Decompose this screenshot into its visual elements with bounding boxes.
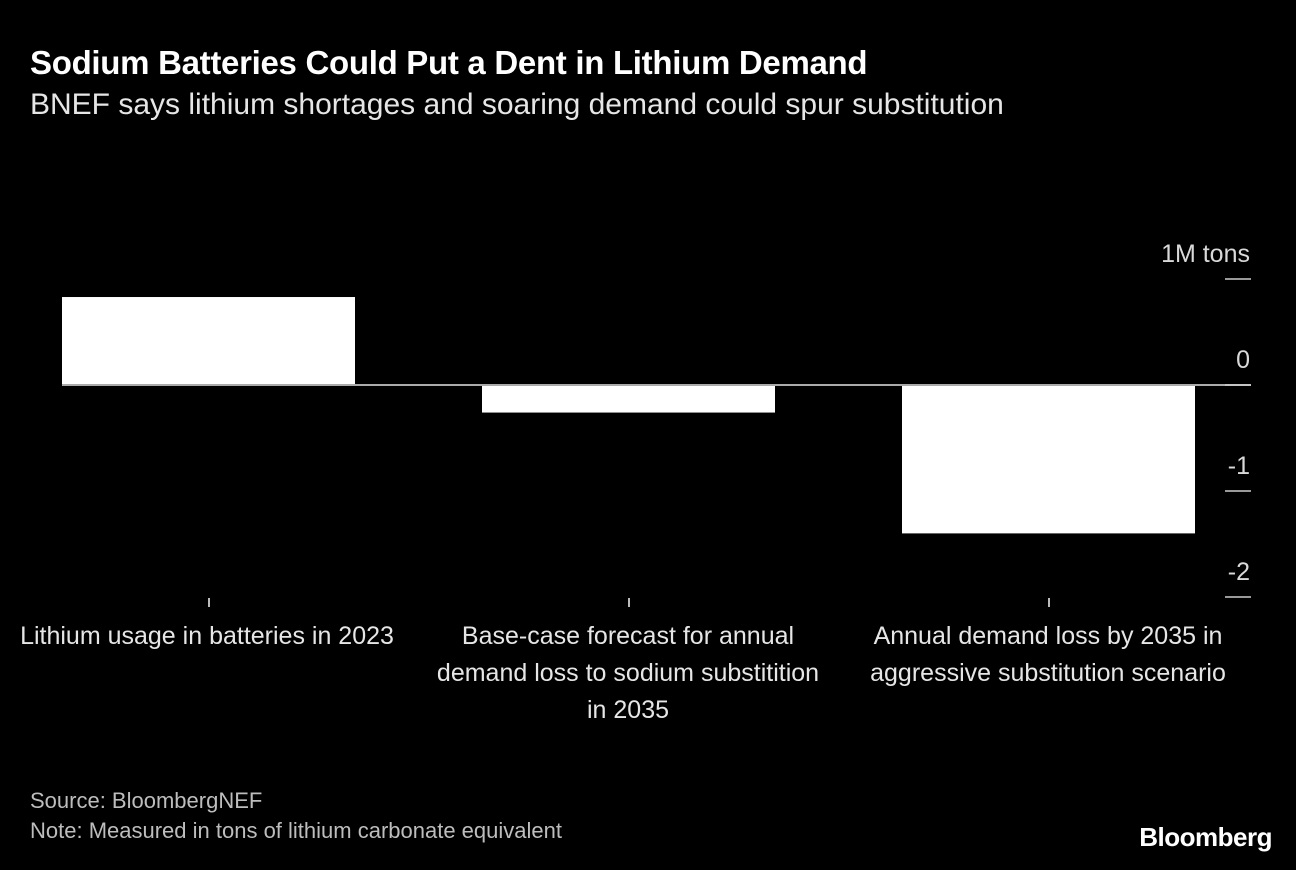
- x-label-2: Annual demand loss by 2035 in aggressive…: [870, 622, 1226, 687]
- footnote: Note: Measured in tons of lithium carbon…: [30, 818, 562, 843]
- y-tick-label-1: 0: [1236, 346, 1250, 374]
- x-label-0: Lithium usage in batteries in 2023: [20, 622, 394, 650]
- chart-title: Sodium Batteries Could Put a Dent in Lit…: [30, 44, 868, 81]
- bar-1: [482, 385, 775, 413]
- y-tick-label-2: -1: [1228, 452, 1250, 480]
- x-label-1: Base-case forecast for annual demand los…: [436, 622, 820, 724]
- bar-2: [902, 385, 1195, 534]
- y-tick-label-3: -2: [1228, 558, 1250, 586]
- bar-0: [62, 297, 355, 385]
- source-note: Source: BloombergNEF: [30, 788, 263, 813]
- bloomberg-logo: Bloomberg: [1139, 822, 1272, 852]
- chart-subtitle: BNEF says lithium shortages and soaring …: [30, 88, 1004, 121]
- y-tick-label-0: 1M tons: [1161, 240, 1250, 268]
